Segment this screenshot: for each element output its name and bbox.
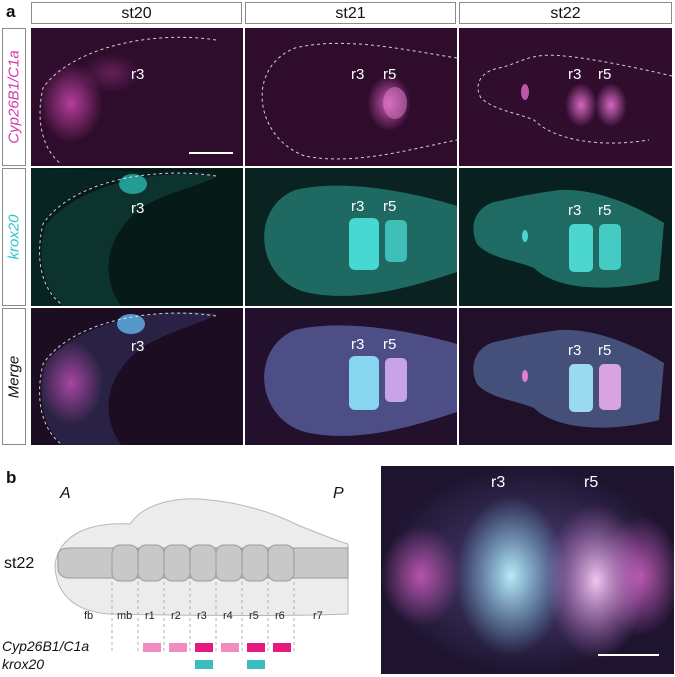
- label-r3: r3: [568, 342, 582, 359]
- label-r3: r3: [131, 338, 145, 355]
- label-r3: r3: [568, 202, 582, 219]
- label-r3: r3: [351, 198, 365, 215]
- image-krox-st22: r3 r5: [459, 168, 672, 306]
- label-r3: r3: [131, 200, 145, 217]
- image-merge-st21: r3 r5: [245, 308, 457, 445]
- posterior-label: P: [333, 485, 344, 502]
- segment-r6: r6: [275, 610, 285, 622]
- label-r3: r3: [351, 66, 365, 83]
- stage-header-st20: st20: [31, 2, 242, 24]
- row-header-krox: krox20: [2, 168, 26, 306]
- segment-r1: r1: [145, 610, 155, 622]
- label-r3: r3: [351, 336, 365, 353]
- segment-r2: r2: [171, 610, 181, 622]
- hindbrain-schematic: [54, 498, 349, 654]
- image-cyp-st20: r3: [31, 28, 243, 166]
- segment-r3: r3: [197, 610, 207, 622]
- label-r3: r3: [568, 66, 582, 83]
- row-header-cyp: Cyp26B1/C1a: [2, 28, 26, 166]
- image-cyp-st21: r3 r5: [245, 28, 457, 166]
- stage-label: st22: [4, 555, 35, 572]
- row-label-cyp: Cyp26B1/C1a: [5, 50, 23, 144]
- expression-bars: [143, 643, 291, 669]
- zoom-merge-image: r3 r5: [381, 466, 674, 674]
- image-merge-st22: r3 r5: [459, 308, 672, 445]
- label-r5: r5: [598, 342, 612, 359]
- segment-r7: r7: [313, 610, 323, 622]
- stage-header-st22: st22: [459, 2, 672, 24]
- label-r5: r5: [383, 198, 397, 215]
- label-r3: r3: [131, 66, 145, 83]
- image-merge-st20: r3: [31, 308, 243, 445]
- segment-r4: r4: [223, 610, 233, 622]
- zoom-label-r3: r3: [491, 474, 506, 491]
- anterior-label: A: [60, 485, 71, 502]
- image-cyp-st22: r3 r5: [459, 28, 672, 166]
- segment-mb: mb: [117, 610, 133, 622]
- zoom-label-r5: r5: [584, 474, 599, 491]
- panel-a-letter: a: [6, 2, 16, 21]
- stage-header-st21: st21: [245, 2, 456, 24]
- row-label-merge: Merge: [5, 355, 23, 398]
- label-r5: r5: [383, 336, 397, 353]
- row-label-krox: krox20: [5, 214, 23, 260]
- legend-krox-label: krox20: [2, 656, 45, 672]
- row-header-merge: Merge: [2, 308, 26, 445]
- label-r5: r5: [383, 66, 397, 83]
- image-krox-st21: r3 r5: [245, 168, 457, 306]
- segment-fb: fb: [84, 610, 94, 622]
- panel-b-letter: b: [6, 468, 17, 487]
- image-krox-st20: r3: [31, 168, 243, 306]
- segment-r5: r5: [249, 610, 259, 622]
- label-r5: r5: [598, 202, 612, 219]
- label-r5: r5: [598, 66, 612, 83]
- legend-cyp-label: Cyp26B1/C1a: [2, 638, 90, 654]
